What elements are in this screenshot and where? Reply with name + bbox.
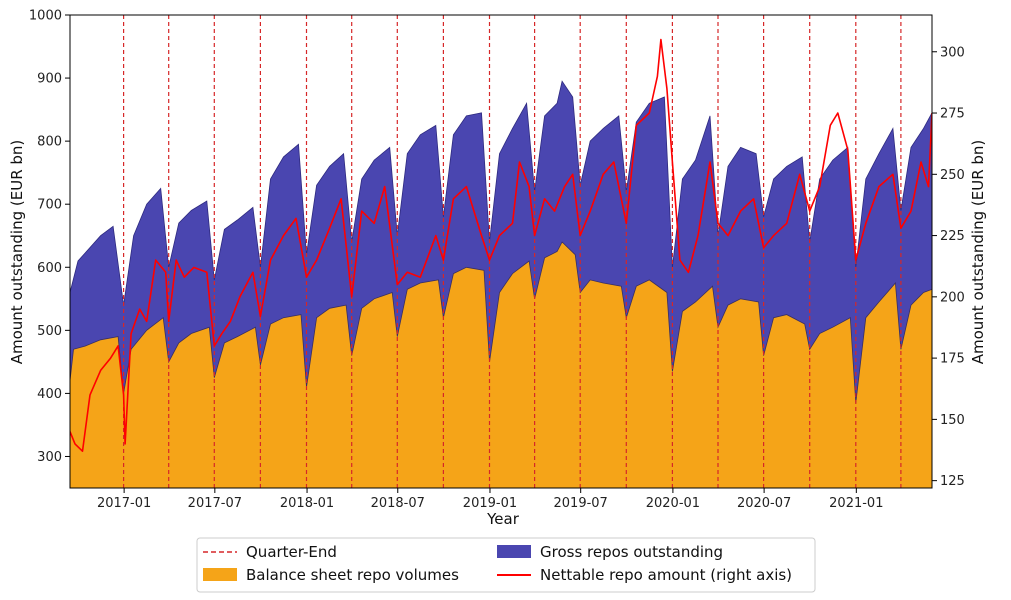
right-y-tick-label: 250 — [940, 168, 965, 183]
right-y-tick-label: 125 — [940, 474, 965, 489]
left-y-tick-label: 600 — [37, 261, 62, 276]
legend-quarter-end-label: Quarter-End — [246, 543, 337, 561]
right-y-tick-label: 175 — [940, 352, 965, 367]
nettable-line-layer — [70, 38, 932, 452]
left-y-tick-label: 1000 — [29, 9, 62, 24]
right-y-axis-ticks: 125 150 175 200 225 250 275 300 — [932, 45, 965, 489]
x-tick-label: 2019-07 — [554, 496, 608, 511]
x-tick-label: 2020-01 — [646, 496, 700, 511]
left-y-tick-label: 400 — [37, 387, 62, 402]
left-y-tick-label: 800 — [37, 135, 62, 150]
right-y-tick-label: 200 — [940, 290, 965, 305]
balance-sheet-area-layer — [70, 241, 932, 488]
right-y-tick-label: 225 — [940, 229, 965, 244]
left-y-tick-label: 700 — [37, 198, 62, 213]
right-y-axis-title: Amount outstanding (EUR bn) — [969, 140, 987, 365]
nettable-repo-line — [70, 38, 932, 452]
left-y-axis-ticks: 300 400 500 600 700 800 900 1000 — [29, 9, 70, 465]
x-tick-label: 2018-01 — [280, 496, 334, 511]
plot-frame — [69, 14, 933, 489]
right-y-tick-label: 300 — [940, 45, 965, 60]
left-y-axis-title: Amount outstanding (EUR bn) — [8, 140, 26, 365]
right-y-tick-label: 150 — [940, 413, 965, 428]
left-y-tick-label: 300 — [37, 450, 62, 465]
legend-gross-label: Gross repos outstanding — [540, 543, 723, 561]
x-tick-label: 2019-01 — [463, 496, 517, 511]
x-tick-label: 2020-07 — [737, 496, 791, 511]
x-tick-label: 2018-07 — [371, 496, 425, 511]
legend-balance-label: Balance sheet repo volumes — [246, 566, 459, 584]
right-y-tick-label: 275 — [940, 107, 965, 122]
x-tick-label: 2017-07 — [188, 496, 242, 511]
legend-frame — [196, 537, 816, 593]
x-tick-label: 2021-01 — [829, 496, 883, 511]
legend: Quarter-End Gross repos outstanding Bala… — [196, 537, 816, 593]
balance-sheet-area — [70, 241, 932, 488]
x-tick-label: 2017-01 — [97, 496, 151, 511]
quarter-end-lines-layer — [122, 15, 902, 488]
left-y-tick-label: 900 — [37, 72, 62, 87]
legend-balance-swatch — [203, 568, 237, 581]
legend-nettable-label: Nettable repo amount (right axis) — [540, 566, 792, 584]
left-y-tick-label: 500 — [37, 324, 62, 339]
x-axis-ticks: 2017-01 2017-07 2018-01 2018-07 2019-01 2019-… — [97, 488, 883, 511]
x-axis-title: Year — [486, 510, 520, 528]
legend-gross-swatch — [497, 545, 531, 558]
